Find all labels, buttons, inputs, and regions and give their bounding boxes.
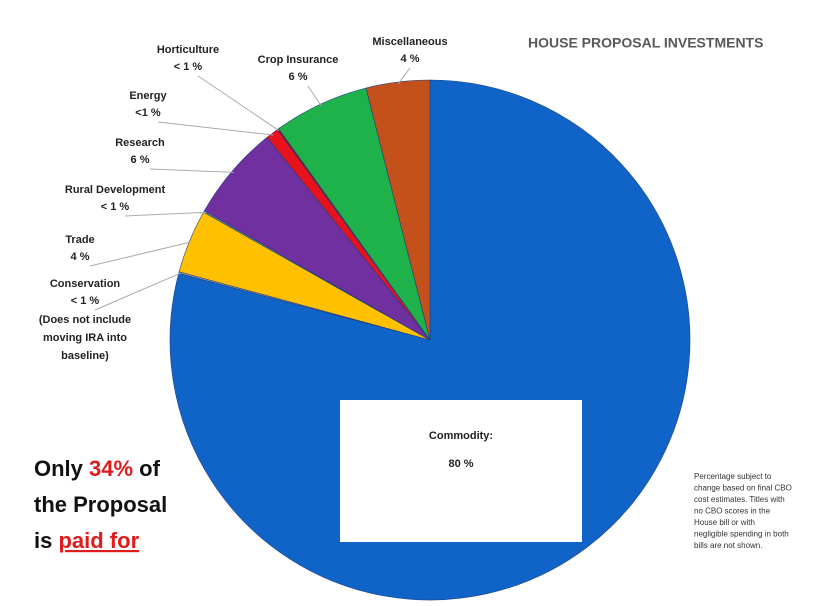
category-label: Crop Insurance <box>258 54 339 66</box>
footnote: change based on final CBO <box>694 484 792 493</box>
category-label: Miscellaneous <box>372 36 447 48</box>
footnote: negligible spending in both <box>694 530 789 539</box>
annotation-part: paid for <box>58 528 139 553</box>
category-note: baseline) <box>61 350 109 362</box>
leader-line <box>157 121 274 136</box>
category-label: Conservation <box>50 278 121 290</box>
leader-line <box>397 67 411 85</box>
footnote: Percentage subject to <box>694 472 772 481</box>
category-label: Research <box>115 137 165 149</box>
annotation: is paid for <box>34 528 140 553</box>
value-label: <1 % <box>135 107 161 119</box>
category-label: Trade <box>65 234 94 246</box>
value-label: 6 % <box>131 154 150 166</box>
category-label: Energy <box>129 90 167 102</box>
value-label: < 1 % <box>71 295 100 307</box>
label-box <box>340 400 582 542</box>
category-note: (Does not include <box>39 314 131 326</box>
value-label: < 1 % <box>101 201 130 213</box>
annotation-part: the Proposal <box>34 492 167 517</box>
category-label: Rural Development <box>65 184 166 196</box>
leader-line <box>149 168 234 173</box>
value-label: 80 % <box>448 458 473 470</box>
annotation-part: of <box>133 456 161 481</box>
category-note: moving IRA into <box>43 332 127 344</box>
value-label: < 1 % <box>174 61 203 73</box>
category-label: Commodity: <box>429 430 493 442</box>
leader-line <box>197 75 280 132</box>
category-label: Horticulture <box>157 44 219 56</box>
annotation-part: 34% <box>89 456 133 481</box>
annotation-part: is <box>34 528 58 553</box>
value-label: 4 % <box>401 53 420 65</box>
leader-line <box>307 85 322 107</box>
annotation: Only 34% of <box>34 456 161 481</box>
annotation-part: Only <box>34 456 89 481</box>
chart-title: HOUSE PROPOSAL INVESTMENTS <box>528 35 763 51</box>
annotation: the Proposal <box>34 492 167 517</box>
footnote: cost estimates. Titles with <box>694 495 785 504</box>
value-label: 6 % <box>289 71 308 83</box>
value-label: 4 % <box>71 251 90 263</box>
footnote: bills are not shown. <box>694 541 762 550</box>
footnote: no CBO scores in the <box>694 507 771 516</box>
footnote: House bill or with <box>694 518 755 527</box>
pie-slice <box>365 79 431 341</box>
leader-line <box>89 241 192 267</box>
leader-line <box>124 211 206 217</box>
leader-line <box>94 272 182 311</box>
